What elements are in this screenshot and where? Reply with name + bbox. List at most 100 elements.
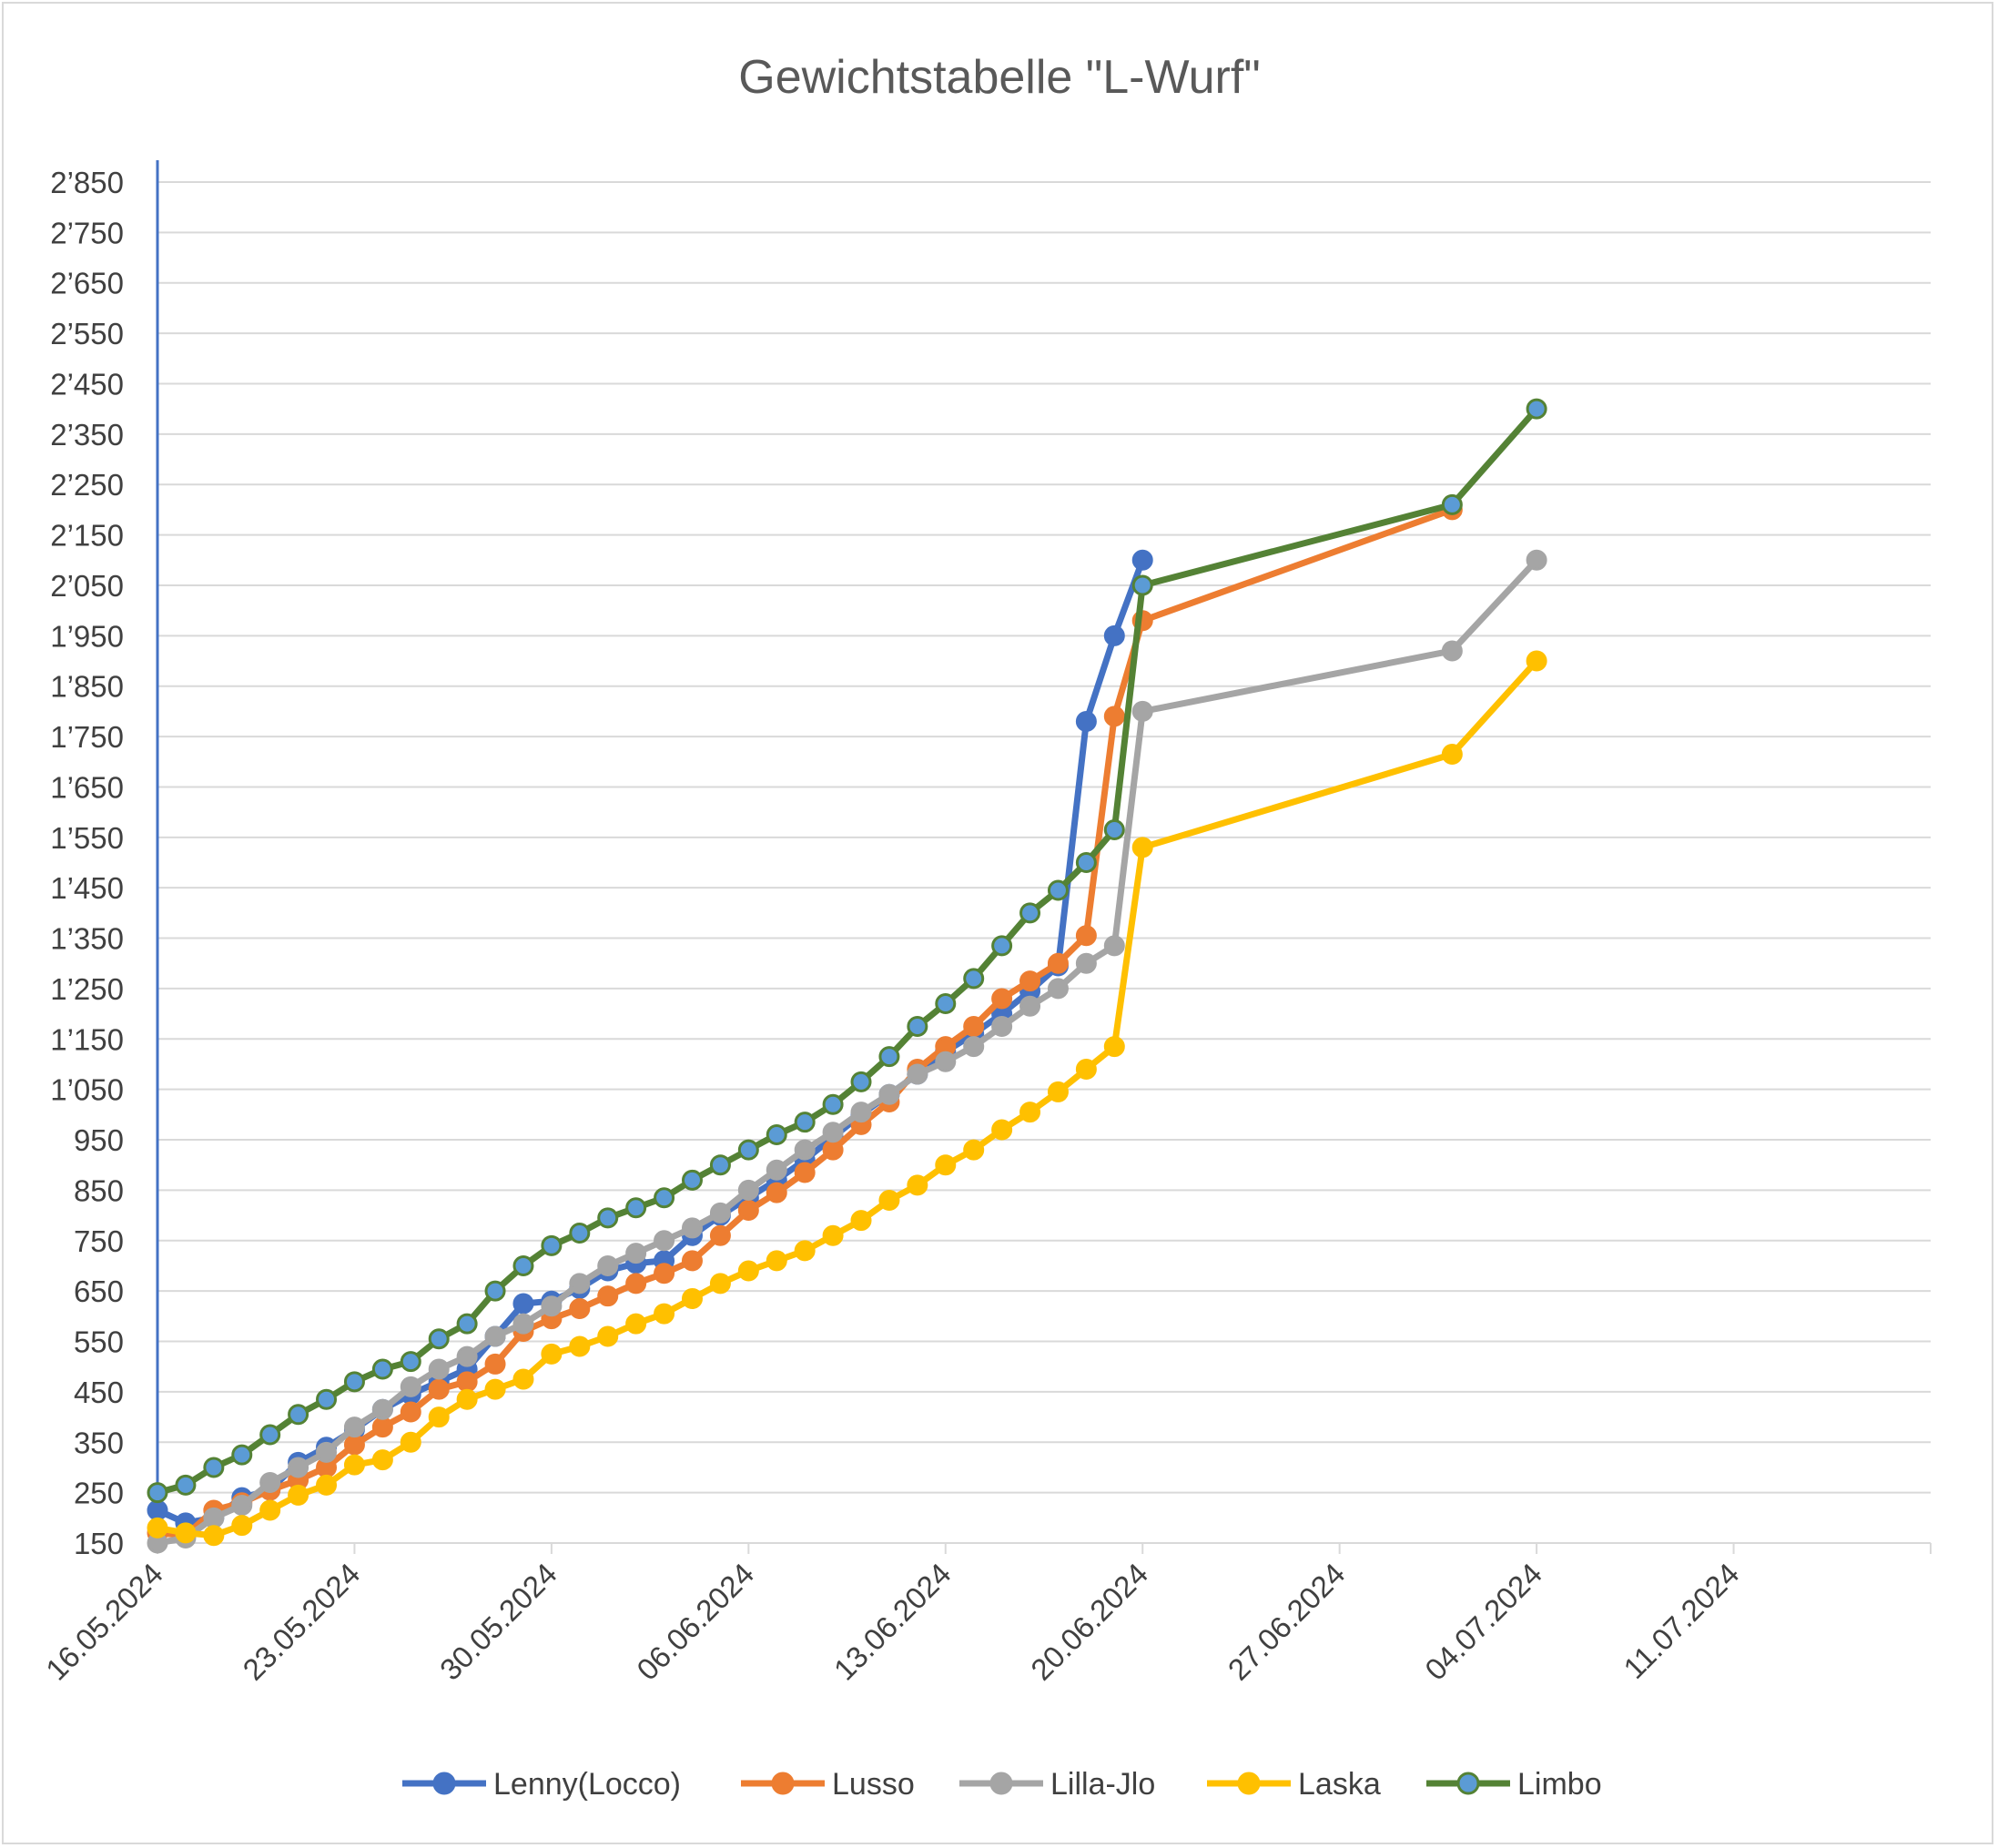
data-point <box>737 1139 759 1161</box>
data-point <box>1047 1081 1069 1102</box>
data-point <box>288 1457 309 1478</box>
data-point <box>963 1036 985 1058</box>
y-tick-label: 1’250 <box>50 972 124 1006</box>
data-point <box>737 1260 759 1282</box>
data-point <box>822 1093 844 1115</box>
data-point <box>512 1368 534 1390</box>
data-point <box>231 1444 253 1466</box>
data-point <box>681 1287 703 1309</box>
data-point <box>625 1197 647 1219</box>
legend-swatch-marker <box>989 1772 1013 1795</box>
data-point <box>484 1280 506 1302</box>
x-tick-label: 16.05.2024 <box>39 1557 169 1687</box>
data-point <box>625 1273 647 1295</box>
series-Limbo <box>147 398 1547 1504</box>
data-point <box>907 1015 928 1037</box>
data-point <box>231 1494 253 1516</box>
data-point <box>541 1234 563 1256</box>
data-point <box>147 1482 168 1504</box>
data-point <box>1131 700 1153 722</box>
data-point <box>654 1303 675 1325</box>
data-point <box>709 1224 731 1246</box>
data-point <box>766 1182 787 1203</box>
data-point <box>428 1406 450 1428</box>
data-point <box>907 1174 928 1196</box>
data-point <box>597 1207 619 1229</box>
data-point <box>991 1119 1013 1141</box>
data-point <box>794 1162 816 1183</box>
data-point <box>1075 1059 1097 1081</box>
data-point <box>850 1210 872 1232</box>
data-point <box>400 1431 421 1453</box>
legend-label: Lusso <box>832 1767 915 1802</box>
y-tick-label: 1’350 <box>50 922 124 956</box>
x-tick-label: 11.07.2024 <box>1617 1557 1745 1685</box>
data-point <box>794 1240 816 1262</box>
data-point <box>1047 978 1069 1000</box>
data-point <box>175 1522 197 1544</box>
y-tick-label: 2’050 <box>50 569 124 603</box>
data-point <box>709 1154 731 1176</box>
y-tick-label: 1’050 <box>50 1073 124 1107</box>
data-point <box>569 1222 591 1244</box>
data-point <box>203 1457 225 1478</box>
data-point <box>1103 935 1125 957</box>
legend-item: Limbo <box>1426 1767 1602 1802</box>
data-point <box>1075 952 1097 974</box>
data-point <box>1441 743 1463 765</box>
data-point <box>850 1102 872 1123</box>
data-point <box>1131 574 1153 596</box>
data-point <box>203 1525 225 1547</box>
data-point <box>878 1083 900 1105</box>
data-point <box>512 1293 534 1315</box>
data-point <box>1103 624 1125 646</box>
data-point <box>400 1401 421 1423</box>
data-point <box>1526 650 1547 672</box>
chart-title: Gewichtstabelle "L-Wurf" <box>738 51 1261 104</box>
data-point <box>766 1124 787 1145</box>
data-point <box>343 1434 365 1456</box>
data-point <box>681 1169 703 1191</box>
data-point <box>878 1189 900 1211</box>
data-point <box>1019 902 1041 924</box>
data-point <box>541 1343 563 1365</box>
data-point <box>456 1371 478 1393</box>
data-point <box>766 1250 787 1272</box>
data-point <box>935 993 957 1015</box>
data-point <box>456 1388 478 1410</box>
data-point <box>484 1378 506 1400</box>
y-tick-label: 150 <box>74 1527 124 1560</box>
data-point <box>625 1313 647 1335</box>
data-point <box>371 1398 393 1420</box>
data-point <box>1075 925 1097 947</box>
data-point <box>288 1484 309 1506</box>
data-point <box>1441 640 1463 662</box>
series-lines <box>147 398 1547 1554</box>
y-tick-label: 1’450 <box>50 871 124 905</box>
data-point <box>625 1243 647 1264</box>
data-point <box>766 1159 787 1181</box>
x-tick-label: 30.05.2024 <box>433 1557 563 1687</box>
y-tick-label: 2’750 <box>50 216 124 249</box>
legend-swatch-marker <box>1456 1772 1480 1795</box>
series-line <box>154 556 1540 1547</box>
data-point <box>794 1139 816 1161</box>
data-point <box>654 1263 675 1284</box>
data-point <box>681 1217 703 1239</box>
data-point <box>737 1179 759 1201</box>
data-point <box>371 1449 393 1471</box>
data-point <box>878 1046 900 1068</box>
series-Lenny(Locco) <box>147 549 1153 1534</box>
legend: Lenny(Locco) Lusso Lilla-Jlo Laska Limbo <box>402 1767 1602 1802</box>
legend-swatch-marker <box>771 1772 795 1795</box>
x-tick-label: 13.06.2024 <box>827 1557 958 1687</box>
data-point <box>316 1441 338 1463</box>
y-tick-label: 450 <box>74 1376 124 1409</box>
data-point <box>822 1122 844 1143</box>
y-tick-label: 750 <box>74 1224 124 1258</box>
legend-label: Laska <box>1298 1767 1381 1802</box>
gridlines <box>157 181 1931 1544</box>
data-point <box>371 1358 393 1380</box>
y-tick-label: 1’950 <box>50 619 124 653</box>
data-point <box>400 1376 421 1397</box>
